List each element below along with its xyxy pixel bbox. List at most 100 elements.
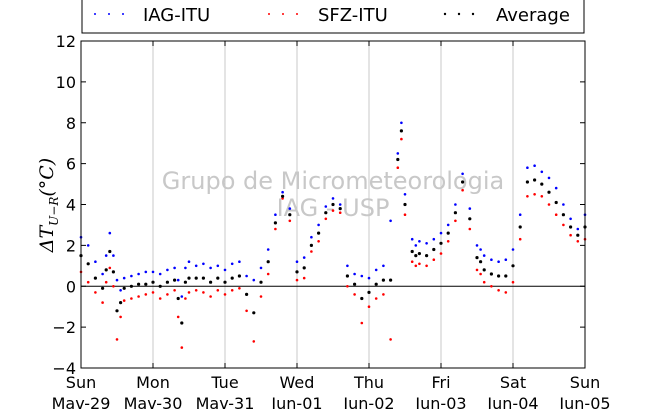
legend-marker-average [457, 12, 461, 16]
x-tick-label-day: Sat [500, 373, 526, 392]
data-point-sfz-itu [310, 250, 313, 253]
data-point-sfz-itu [497, 289, 500, 292]
y-tick-label: 10 [56, 73, 76, 92]
data-point-sfz-itu [266, 272, 270, 276]
data-point-sfz-itu [360, 321, 364, 325]
data-point-sfz-itu [533, 193, 536, 196]
data-point-average [468, 217, 472, 221]
data-point-iag-itu [173, 266, 176, 270]
data-point-sfz-itu [94, 291, 97, 294]
data-point-iag-itu [367, 276, 371, 280]
data-point-iag-itu [461, 172, 464, 176]
data-point-sfz-itu [144, 293, 148, 296]
data-point-sfz-itu [331, 209, 335, 212]
data-point-average [417, 252, 421, 256]
data-point-iag-itu [400, 121, 403, 125]
data-point-sfz-itu [414, 264, 418, 268]
data-point-iag-itu [144, 270, 148, 274]
data-point-average [439, 241, 443, 245]
data-point-average [525, 180, 530, 184]
data-point-iag-itu [302, 256, 306, 259]
data-point-iag-itu [454, 203, 457, 206]
data-point-sfz-itu [180, 346, 184, 349]
data-point-sfz-itu [446, 240, 450, 243]
data-point-sfz-itu [346, 285, 349, 288]
data-point-sfz-itu [576, 240, 580, 243]
data-point-average [453, 211, 457, 215]
data-point-sfz-itu [151, 291, 155, 294]
data-point-sfz-itu [119, 315, 122, 319]
x-tick-label-date: Mav-30 [124, 394, 183, 409]
y-tick-label: −4 [52, 359, 76, 378]
data-point-average [187, 276, 191, 280]
data-point-average [345, 274, 349, 278]
data-point-sfz-itu [410, 260, 414, 264]
data-point-iag-itu [497, 260, 500, 264]
legend-label-iag-itu: IAG-ITU [143, 5, 210, 26]
grid [152, 41, 514, 368]
legend-box [81, 0, 585, 34]
data-points [79, 121, 587, 349]
data-point-iag-itu [389, 219, 392, 223]
data-point-iag-itu [518, 213, 522, 216]
data-point-iag-itu [281, 190, 284, 194]
data-point-iag-itu [554, 186, 558, 190]
legend-marker-iag-itu [108, 13, 110, 15]
x-tick-label-day: Sun [66, 373, 96, 392]
data-point-iag-itu [238, 260, 241, 264]
y-axis-label-unit: (°C) [36, 158, 58, 197]
data-point-iag-itu [410, 237, 414, 241]
x-tick-label-date: Mav-29 [52, 394, 111, 409]
data-point-iag-itu [403, 193, 407, 196]
data-point-average [295, 270, 299, 274]
data-point-iag-itu [576, 227, 580, 231]
y-tick-label: 8 [66, 114, 76, 133]
data-point-iag-itu [353, 272, 356, 276]
data-point-average [183, 280, 187, 284]
data-point-average [108, 249, 112, 254]
data-point-sfz-itu [202, 291, 205, 294]
data-point-iag-itu [490, 258, 493, 262]
data-point-average [576, 233, 580, 237]
data-point-average [489, 272, 493, 276]
data-point-sfz-itu [166, 293, 169, 296]
data-point-iag-itu [346, 264, 349, 268]
data-point-iag-itu [104, 254, 108, 257]
data-point-sfz-itu [526, 195, 529, 198]
data-point-average [389, 278, 393, 282]
data-point-average [511, 264, 515, 268]
data-point-average [482, 268, 486, 272]
data-point-sfz-itu [418, 262, 421, 266]
legend-marker-iag-itu [122, 13, 124, 15]
data-point-average [547, 190, 551, 194]
data-point-iag-itu [331, 197, 335, 200]
data-point-average [86, 262, 90, 266]
x-tick-label-day: Sun [570, 373, 600, 392]
data-point-average [497, 274, 501, 278]
data-point-iag-itu [533, 164, 536, 167]
data-point-sfz-itu [454, 219, 457, 223]
data-point-average [151, 280, 155, 284]
data-point-sfz-itu [554, 213, 558, 216]
data-point-sfz-itu [324, 217, 328, 221]
data-point-sfz-itu [86, 280, 90, 284]
data-point-average [180, 321, 184, 325]
data-point-iag-itu [274, 213, 277, 216]
data-point-sfz-itu [540, 195, 544, 198]
data-point-iag-itu [94, 260, 97, 264]
data-point-average [223, 280, 227, 284]
x-tick-label-day: Wed [280, 373, 315, 392]
data-point-sfz-itu [338, 211, 342, 214]
legend-marker-sfz-itu [296, 13, 298, 15]
data-point-iag-itu [310, 235, 313, 239]
data-point-sfz-itu [108, 266, 112, 270]
data-point-average [216, 276, 220, 280]
data-point-sfz-itu [374, 297, 378, 300]
data-point-sfz-itu [223, 293, 227, 296]
data-point-sfz-itu [216, 289, 220, 292]
data-point-average [201, 276, 205, 280]
data-point-iag-itu [202, 262, 205, 266]
data-point-iag-itu [360, 274, 364, 278]
